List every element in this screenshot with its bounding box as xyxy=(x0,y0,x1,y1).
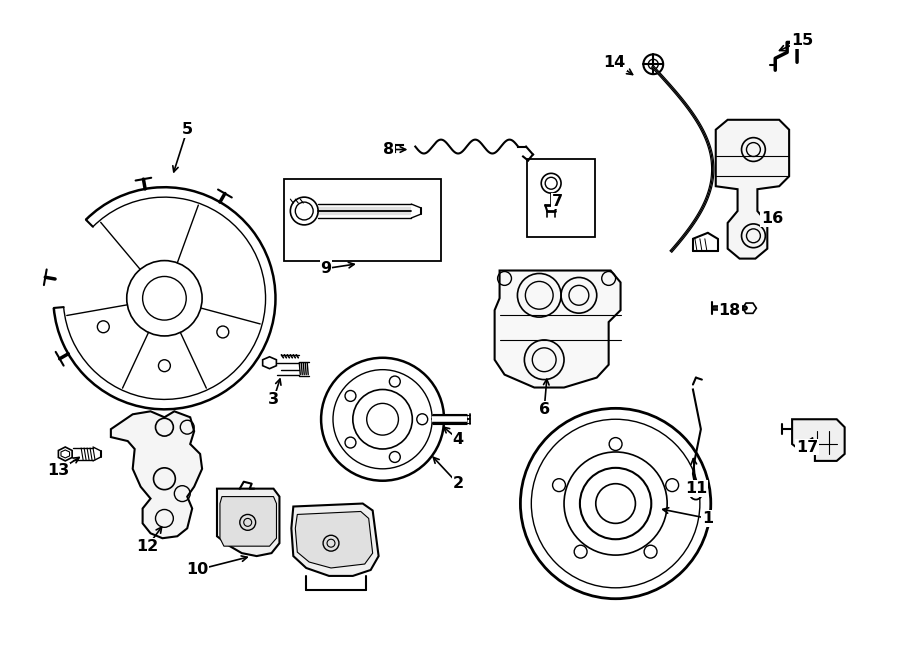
Text: 10: 10 xyxy=(186,563,208,578)
Text: 8: 8 xyxy=(383,142,394,157)
Text: 16: 16 xyxy=(761,212,783,227)
Text: 13: 13 xyxy=(47,463,69,479)
Text: 12: 12 xyxy=(137,539,158,554)
Bar xyxy=(527,159,595,237)
Text: 7: 7 xyxy=(552,194,562,209)
Polygon shape xyxy=(295,512,373,568)
Polygon shape xyxy=(217,488,279,556)
Polygon shape xyxy=(220,496,276,546)
Text: 11: 11 xyxy=(685,481,707,496)
Text: 4: 4 xyxy=(453,432,464,447)
Bar xyxy=(284,179,441,260)
Polygon shape xyxy=(792,419,845,461)
Text: 3: 3 xyxy=(268,392,279,407)
Text: 18: 18 xyxy=(718,303,741,318)
Text: 6: 6 xyxy=(538,402,550,417)
Text: 15: 15 xyxy=(791,33,813,48)
Text: 2: 2 xyxy=(453,476,464,491)
Text: 5: 5 xyxy=(182,122,193,137)
Polygon shape xyxy=(495,270,621,387)
Polygon shape xyxy=(292,504,379,576)
Text: 1: 1 xyxy=(702,511,714,526)
Text: 14: 14 xyxy=(604,55,626,70)
Polygon shape xyxy=(716,120,789,258)
Text: 9: 9 xyxy=(320,261,331,276)
Text: 17: 17 xyxy=(796,440,818,455)
Polygon shape xyxy=(111,411,202,538)
